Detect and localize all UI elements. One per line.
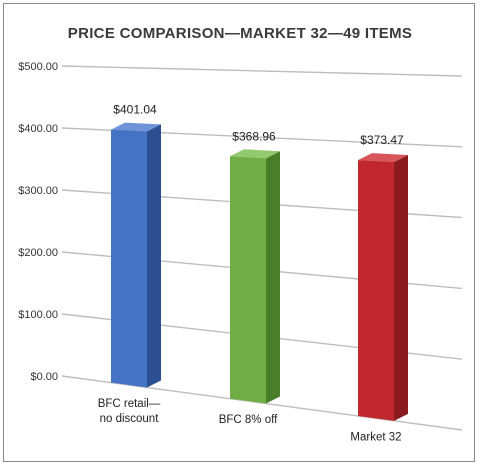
bar-side xyxy=(266,151,280,404)
bar-front xyxy=(358,160,394,421)
bar xyxy=(111,122,161,388)
y-tick-label: $400.00 xyxy=(18,123,58,135)
y-tick-label: $0.00 xyxy=(30,371,58,383)
bar-top xyxy=(230,149,280,159)
category-label: BFC retail— xyxy=(98,398,161,410)
bar xyxy=(230,149,280,404)
data-label: $401.04 xyxy=(113,103,157,117)
data-label: $373.47 xyxy=(360,133,404,147)
x-axis-categories: BFC retail— no discount BFC 8% off Market 3… xyxy=(98,398,402,443)
bar-top xyxy=(111,122,161,132)
bars xyxy=(111,122,408,421)
category-label: BFC 8% off xyxy=(219,414,278,426)
category-label: Market 32 xyxy=(350,431,401,443)
bar-side xyxy=(147,124,161,388)
bar-side xyxy=(394,154,408,421)
y-tick-label: $100.00 xyxy=(18,309,58,321)
category-label: no discount xyxy=(100,413,160,425)
y-tick-label: $200.00 xyxy=(18,247,58,259)
y-tick-label: $500.00 xyxy=(18,61,58,73)
gridline xyxy=(61,65,463,77)
data-label: $368.96 xyxy=(232,129,276,143)
bar-front xyxy=(230,156,266,404)
bar-top xyxy=(358,153,408,162)
data-labels: $401.04 $368.96 $373.47 xyxy=(113,103,404,147)
y-axis-ticks: $0.00 $100.00 $200.00 $300.00 $400.00 $500.00 xyxy=(18,61,58,383)
bar xyxy=(358,153,408,421)
y-tick-label: $300.00 xyxy=(18,185,58,197)
chart-title: PRICE COMPARISON—MARKET 32—49 ITEMS xyxy=(67,25,413,42)
bar-front xyxy=(111,129,147,388)
